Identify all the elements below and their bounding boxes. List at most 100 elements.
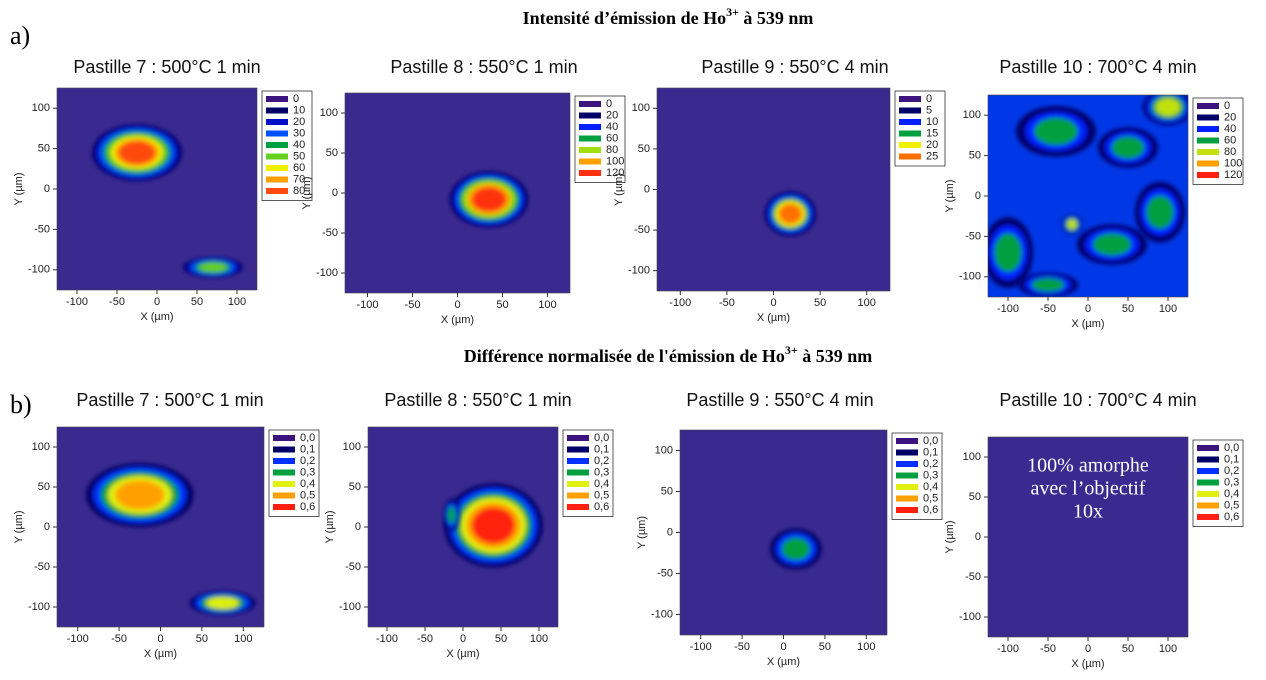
x-tick-label: 0: [460, 633, 466, 645]
y-tick-label: 100: [655, 444, 673, 456]
y-tick-label: 0: [667, 526, 673, 538]
heatmap-panel: Pastille 8 : 550°C 1 min -100 -50 0 50 100 -10…: [301, 57, 626, 326]
x-axis-label: X (µm): [767, 656, 800, 668]
x-tick-label: -50: [719, 297, 735, 309]
legend-swatch: [579, 135, 601, 142]
legend-swatch: [579, 147, 601, 153]
x-tick-label: 0: [770, 297, 776, 309]
hotspot-contour: [1111, 136, 1145, 159]
section-title: Intensité d’émission de Ho3+ à 539 nm: [523, 5, 814, 28]
hotspot-contour: [447, 506, 456, 524]
legend-label: 20: [926, 139, 938, 151]
y-tick-label: 0: [644, 183, 650, 195]
x-axis-label: X (µm): [441, 314, 474, 326]
hotspot-contour: [471, 507, 515, 544]
y-tick-label: 0: [44, 183, 50, 195]
hotspot: [444, 499, 460, 531]
panel-title: Pastille 8 : 550°C 1 min: [384, 390, 571, 410]
legend-label: 0,1: [923, 446, 938, 458]
hotspot: [1098, 127, 1158, 168]
x-tick-label: 0: [154, 296, 160, 308]
legend-swatch: [567, 435, 589, 441]
y-tick-label: -50: [965, 230, 981, 242]
legend-swatch: [567, 469, 589, 476]
hotspot-contour: [778, 203, 802, 225]
hotspot: [1135, 181, 1185, 243]
x-tick-label: 100: [1159, 643, 1177, 655]
legend-swatch: [1197, 126, 1219, 132]
legend-swatch: [266, 130, 288, 137]
y-tick-label: -100: [651, 608, 673, 620]
y-tick-label: -100: [959, 271, 981, 283]
legend-label: 0,0: [923, 435, 938, 447]
x-tick-label: 0: [1085, 643, 1091, 655]
hotspot-contour: [994, 233, 1022, 272]
y-axis-label: Y (µm): [944, 179, 956, 212]
title-part: à 539 nm: [739, 8, 814, 28]
legend-label: 40: [1224, 123, 1236, 135]
legend-swatch: [273, 481, 295, 487]
legend-swatch: [899, 142, 921, 148]
annotation: 100% amorphe: [1027, 455, 1149, 477]
x-tick-label: -50: [111, 633, 127, 645]
legend-swatch: [273, 458, 295, 464]
x-tick-label: 50: [496, 299, 508, 311]
y-axis-label: Y (µm): [944, 520, 956, 553]
plot-area: [92, 124, 243, 278]
x-tick-label: 100: [538, 299, 556, 311]
legend-label: 80: [293, 185, 305, 197]
panel-title: Pastille 9 : 550°C 4 min: [701, 57, 888, 77]
x-tick-label: -50: [417, 633, 433, 645]
legend-label: 10: [926, 116, 938, 128]
heatmap-panel: Pastille 9 : 550°C 4 min-100 -50 0 50 100-10…: [636, 390, 943, 668]
plot-area: [770, 528, 822, 570]
y-tick-label: -50: [34, 561, 50, 573]
superscript: 3+: [785, 343, 798, 357]
y-tick-label: -100: [28, 601, 50, 613]
plot-area: [85, 463, 256, 615]
legend-swatch: [1197, 445, 1219, 451]
legend-label: 0,2: [923, 458, 938, 470]
legend-swatch: [896, 449, 918, 456]
legend-swatch: [1197, 479, 1219, 486]
y-tick-label: 50: [638, 143, 650, 155]
y-tick-label: -100: [316, 267, 338, 279]
legend-swatch: [266, 165, 288, 171]
y-tick-label: -50: [345, 561, 361, 573]
legend-label: 60: [606, 132, 618, 144]
y-tick-label: 0: [44, 521, 50, 533]
legend-label: 0: [926, 93, 932, 105]
legend-swatch: [899, 130, 921, 137]
legend-swatch: [1197, 468, 1219, 474]
legend-swatch: [567, 446, 589, 453]
x-tick-label: -50: [109, 296, 125, 308]
hotspot-contour: [781, 537, 811, 561]
legend: 0,00,10,20,30,40,50,6: [1192, 439, 1244, 527]
x-tick-label: 100: [857, 641, 875, 653]
x-axis-label: X (µm): [144, 648, 177, 660]
legend-swatch: [1197, 114, 1219, 121]
legend-swatch: [273, 469, 295, 476]
y-tick-label: 0: [332, 187, 338, 199]
y-tick-label: 0: [975, 190, 981, 202]
annotation: 10x: [1073, 501, 1103, 523]
legend-swatch: [899, 96, 921, 102]
x-axis-label: X (µm): [757, 312, 790, 324]
legend-label: 80: [1224, 146, 1236, 158]
hotspot: [85, 463, 194, 527]
title-part: à 539 nm: [798, 346, 873, 366]
hotspot-contour: [206, 597, 239, 609]
x-tick-label: -100: [66, 296, 88, 308]
hotspot: [1018, 272, 1078, 297]
x-axis-label: X (µm): [446, 648, 479, 660]
x-tick-label: -100: [997, 643, 1019, 655]
hotspot-contour: [471, 187, 507, 212]
hotspot-contour: [199, 262, 227, 272]
x-tick-label: 50: [814, 297, 826, 309]
legend-label: 0,0: [300, 432, 315, 444]
title-part: Différence normalisée de l'émission de H…: [464, 346, 785, 366]
heatmap-panel: Pastille 9 : 550°C 4 min-100 -50 0 50 100-10…: [613, 57, 946, 324]
legend-swatch: [567, 481, 589, 487]
legend-swatch: [896, 495, 918, 502]
